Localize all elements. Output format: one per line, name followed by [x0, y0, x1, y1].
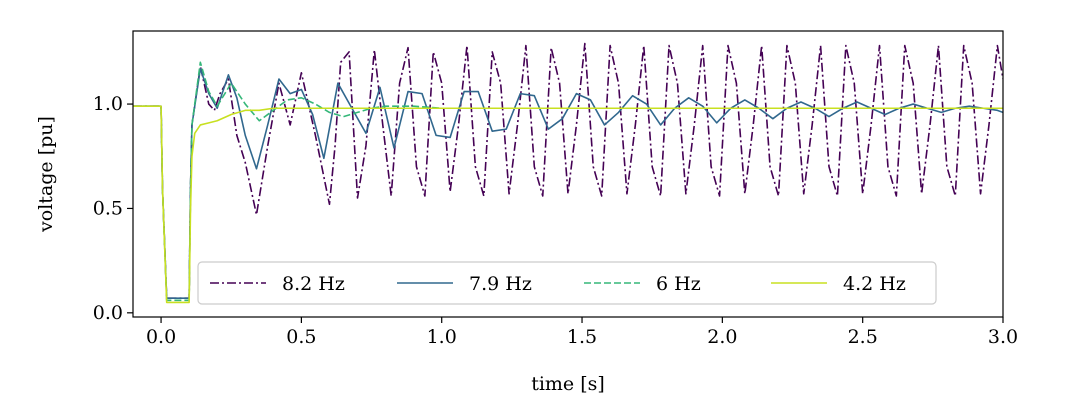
legend-label: 6 Hz: [656, 273, 701, 295]
legend-label: 7.9 Hz: [469, 273, 532, 295]
x-tick-label: 3.0: [988, 326, 1018, 348]
y-tick-label: 1.0: [93, 93, 123, 115]
legend-box: [197, 261, 937, 305]
x-tick-label: 0.5: [286, 326, 316, 348]
plot-area: [133, 42, 1003, 304]
x-axis: 0.0 0.5 1.0 1.5 2.0 2.5 3.0: [146, 317, 1018, 348]
series-line-3: [133, 105, 1003, 304]
series-line-1: [133, 67, 1003, 300]
x-tick-label: 1.0: [427, 326, 457, 348]
y-tick-label: 0.0: [93, 302, 123, 324]
x-tick-label: 1.5: [567, 326, 597, 348]
y-tick-label: 0.5: [93, 197, 123, 219]
legend-label: 8.2 Hz: [282, 273, 345, 295]
y-axis: 0.0 0.5 1.0: [93, 93, 133, 324]
series-line-0: [133, 42, 1003, 300]
x-tick-label: 2.0: [707, 326, 737, 348]
x-axis-title: time [s]: [531, 373, 605, 395]
legend-label: 4.2 Hz: [843, 273, 906, 295]
x-tick-label: 0.0: [146, 326, 176, 348]
x-tick-label: 2.5: [848, 326, 878, 348]
y-axis-title: voltage [pu]: [35, 116, 57, 233]
legend: 8.2 Hz 7.9 Hz 6 Hz 4.2 Hz: [197, 261, 937, 305]
plot-frame: [132, 30, 1004, 318]
